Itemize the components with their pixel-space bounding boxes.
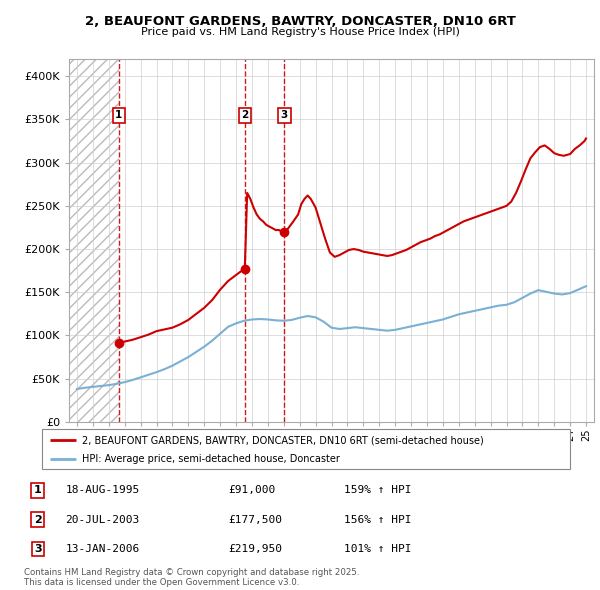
Text: 18-AUG-1995: 18-AUG-1995 xyxy=(65,486,140,496)
Text: £219,950: £219,950 xyxy=(228,544,282,554)
Text: 13-JAN-2006: 13-JAN-2006 xyxy=(65,544,140,554)
Text: £177,500: £177,500 xyxy=(228,514,282,525)
Text: 2, BEAUFONT GARDENS, BAWTRY, DONCASTER, DN10 6RT: 2, BEAUFONT GARDENS, BAWTRY, DONCASTER, … xyxy=(85,15,515,28)
Text: 101% ↑ HPI: 101% ↑ HPI xyxy=(344,544,412,554)
Text: 20-JUL-2003: 20-JUL-2003 xyxy=(65,514,140,525)
Text: 1: 1 xyxy=(34,486,41,496)
Text: 2: 2 xyxy=(241,110,248,120)
Text: 156% ↑ HPI: 156% ↑ HPI xyxy=(344,514,412,525)
Text: 3: 3 xyxy=(34,544,41,554)
Text: HPI: Average price, semi-detached house, Doncaster: HPI: Average price, semi-detached house,… xyxy=(82,454,340,464)
Text: £91,000: £91,000 xyxy=(228,486,275,496)
Text: Contains HM Land Registry data © Crown copyright and database right 2025.
This d: Contains HM Land Registry data © Crown c… xyxy=(24,568,359,587)
Text: 1: 1 xyxy=(115,110,122,120)
FancyBboxPatch shape xyxy=(42,429,570,469)
Text: Price paid vs. HM Land Registry's House Price Index (HPI): Price paid vs. HM Land Registry's House … xyxy=(140,28,460,37)
Text: 159% ↑ HPI: 159% ↑ HPI xyxy=(344,486,412,496)
Text: 2, BEAUFONT GARDENS, BAWTRY, DONCASTER, DN10 6RT (semi-detached house): 2, BEAUFONT GARDENS, BAWTRY, DONCASTER, … xyxy=(82,435,484,445)
Text: 3: 3 xyxy=(281,110,288,120)
Text: 2: 2 xyxy=(34,514,41,525)
